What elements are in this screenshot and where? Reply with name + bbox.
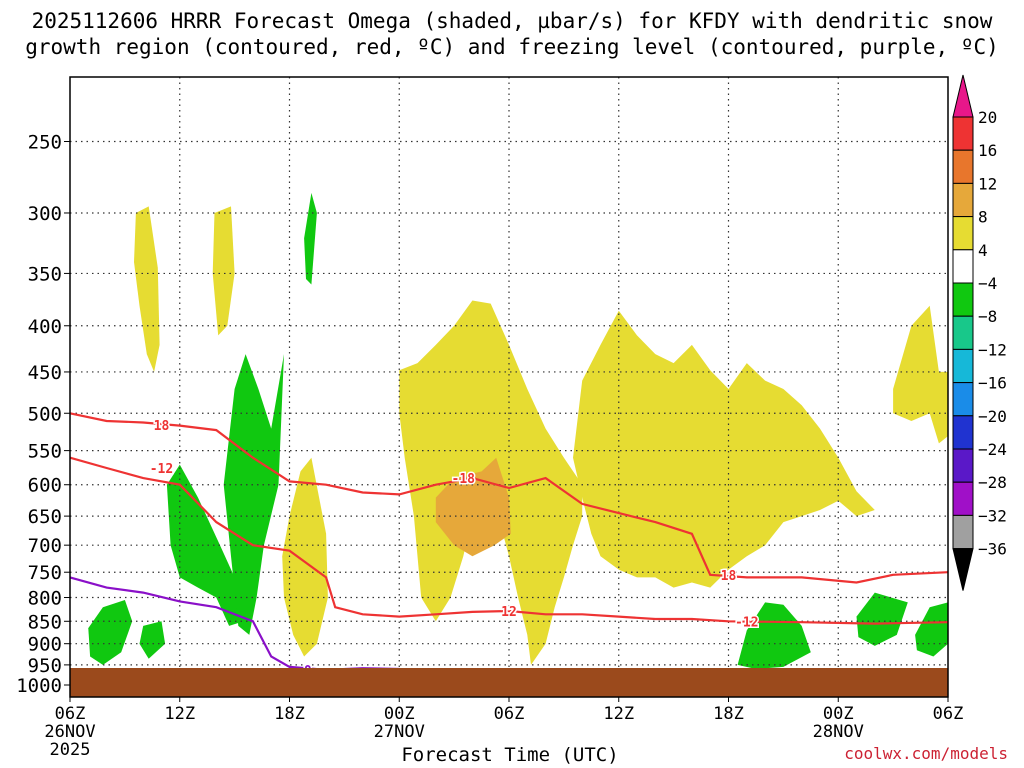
omega-region-7 (166, 464, 244, 626)
colorbar-bin-4 (952, 216, 974, 251)
omega-region-5 (282, 457, 328, 657)
colorbar-label-10: −24 (978, 440, 1007, 459)
ground-terrain (70, 668, 948, 697)
colorbar-label-11: −28 (978, 473, 1007, 492)
omega-region-2 (893, 305, 948, 444)
x-tick-date-3: 27NOV (374, 722, 425, 742)
colorbar-label-6: −8 (978, 307, 997, 326)
y-tick-label-600: 600 (28, 475, 62, 497)
colorbar-bottom-arrow (952, 548, 974, 591)
omega-region-10 (139, 621, 166, 659)
y-tick-label-650: 650 (28, 506, 62, 528)
colorbar-label-0: 20 (978, 108, 997, 127)
y-tick-label-800: 800 (28, 588, 62, 610)
x-tick-label-5: 12Z (603, 704, 634, 724)
x-tick-label-1: 12Z (164, 704, 195, 724)
y-tick-label-350: 350 (28, 263, 62, 285)
colorbar-bin-8 (952, 348, 974, 384)
colorbar-label-4: 4 (978, 241, 988, 260)
colorbar-label-9: −20 (978, 407, 1007, 426)
x-tick-label-4: 06Z (494, 704, 525, 724)
y-tick-label-900: 900 (28, 634, 62, 656)
x-tick-label-7: 00Z (823, 704, 854, 724)
chart-title-line-1: 2025112606 HRRR Forecast Omega (shaded, … (31, 9, 993, 33)
y-tick-label-550: 550 (28, 441, 62, 463)
y-tick-label-500: 500 (28, 403, 62, 425)
x-tick-label-6: 18Z (713, 704, 744, 724)
y-tick-label-750: 750 (28, 562, 62, 584)
contour-label-0-2: 18 (721, 569, 737, 584)
x-tick-label-8: 06Z (933, 704, 964, 724)
colorbar-label-13: −36 (978, 540, 1007, 559)
contour-label-0-0: 18 (154, 419, 170, 434)
colorbar-bin-1 (952, 116, 974, 151)
chart-title-line-2: growth region (contoured, red, ºC) and f… (25, 35, 999, 59)
contour-label-1-0: -12 (150, 462, 173, 477)
y-tick-label-400: 400 (28, 316, 62, 338)
colorbar-label-7: −12 (978, 340, 1007, 359)
y-tick-label-850: 850 (28, 611, 62, 633)
colorbar-bin-11 (952, 448, 974, 483)
colorbar-bin-12 (952, 481, 974, 516)
x-tick-label-2: 18Z (274, 704, 305, 724)
x-tick-date-7: 28NOV (813, 722, 864, 742)
contour-label-1-2: -12 (735, 615, 758, 630)
colorbar-bin-9 (952, 382, 974, 417)
x-tick-label-0: 06Z (55, 704, 86, 724)
colorbar-bin-3 (952, 182, 974, 218)
colorbar-label-12: −32 (978, 506, 1007, 525)
x-tick-date-0: 26NOV (44, 722, 95, 742)
colorbar-label-1: 16 (978, 141, 997, 160)
omega-region-14 (304, 192, 317, 285)
colorbar-bin-10 (952, 415, 974, 450)
omega-region-3 (134, 206, 160, 372)
colorbar-top-arrow (952, 74, 974, 118)
omega-region-12 (856, 592, 908, 646)
contour-label-1-1: 12 (501, 605, 517, 620)
colorbar-label-2: 12 (978, 174, 997, 193)
y-tick-label-950: 950 (28, 655, 62, 677)
colorbar-label-8: −16 (978, 374, 1007, 393)
x-axis-title: Forecast Time (UTC) (401, 744, 619, 766)
contour-line-1 (69, 456, 949, 625)
y-tick-label-1000: 1000 (16, 675, 62, 697)
credit-text: coolwx.com/models (844, 744, 1008, 763)
contour-label-0-1: -18 (452, 472, 476, 487)
x-tick-year-0: 2025 (50, 740, 91, 760)
colorbar-bin-5 (952, 249, 974, 284)
omega-region-9 (88, 600, 133, 665)
y-tick-label-250: 250 (28, 132, 62, 154)
colorbar-bin-7 (952, 315, 974, 350)
omega-region-11 (737, 602, 811, 669)
omega-region-13 (915, 602, 948, 657)
colorbar-label-3: 8 (978, 208, 988, 227)
x-tick-label-3: 00Z (384, 704, 415, 724)
omega-region-8 (223, 354, 284, 635)
y-tick-label-300: 300 (28, 203, 62, 225)
y-axis-pressure-ticks: 2503003504004505005506006507007508008509… (16, 132, 70, 697)
y-tick-label-450: 450 (28, 362, 62, 384)
colorbar-label-5: −4 (978, 274, 997, 293)
colorbar-bin-6 (952, 282, 974, 317)
omega-region-1 (573, 310, 875, 588)
omega-region-4 (212, 206, 235, 336)
colorbar: 20 16 12 8 4 −4 −8 −12 −16 −20 −24 −28 −32 −36 (952, 74, 1007, 591)
colorbar-bin-13 (952, 514, 974, 550)
colorbar-bin-2 (952, 149, 974, 184)
y-tick-label-700: 700 (28, 535, 62, 557)
contour-line-0 (69, 412, 949, 584)
